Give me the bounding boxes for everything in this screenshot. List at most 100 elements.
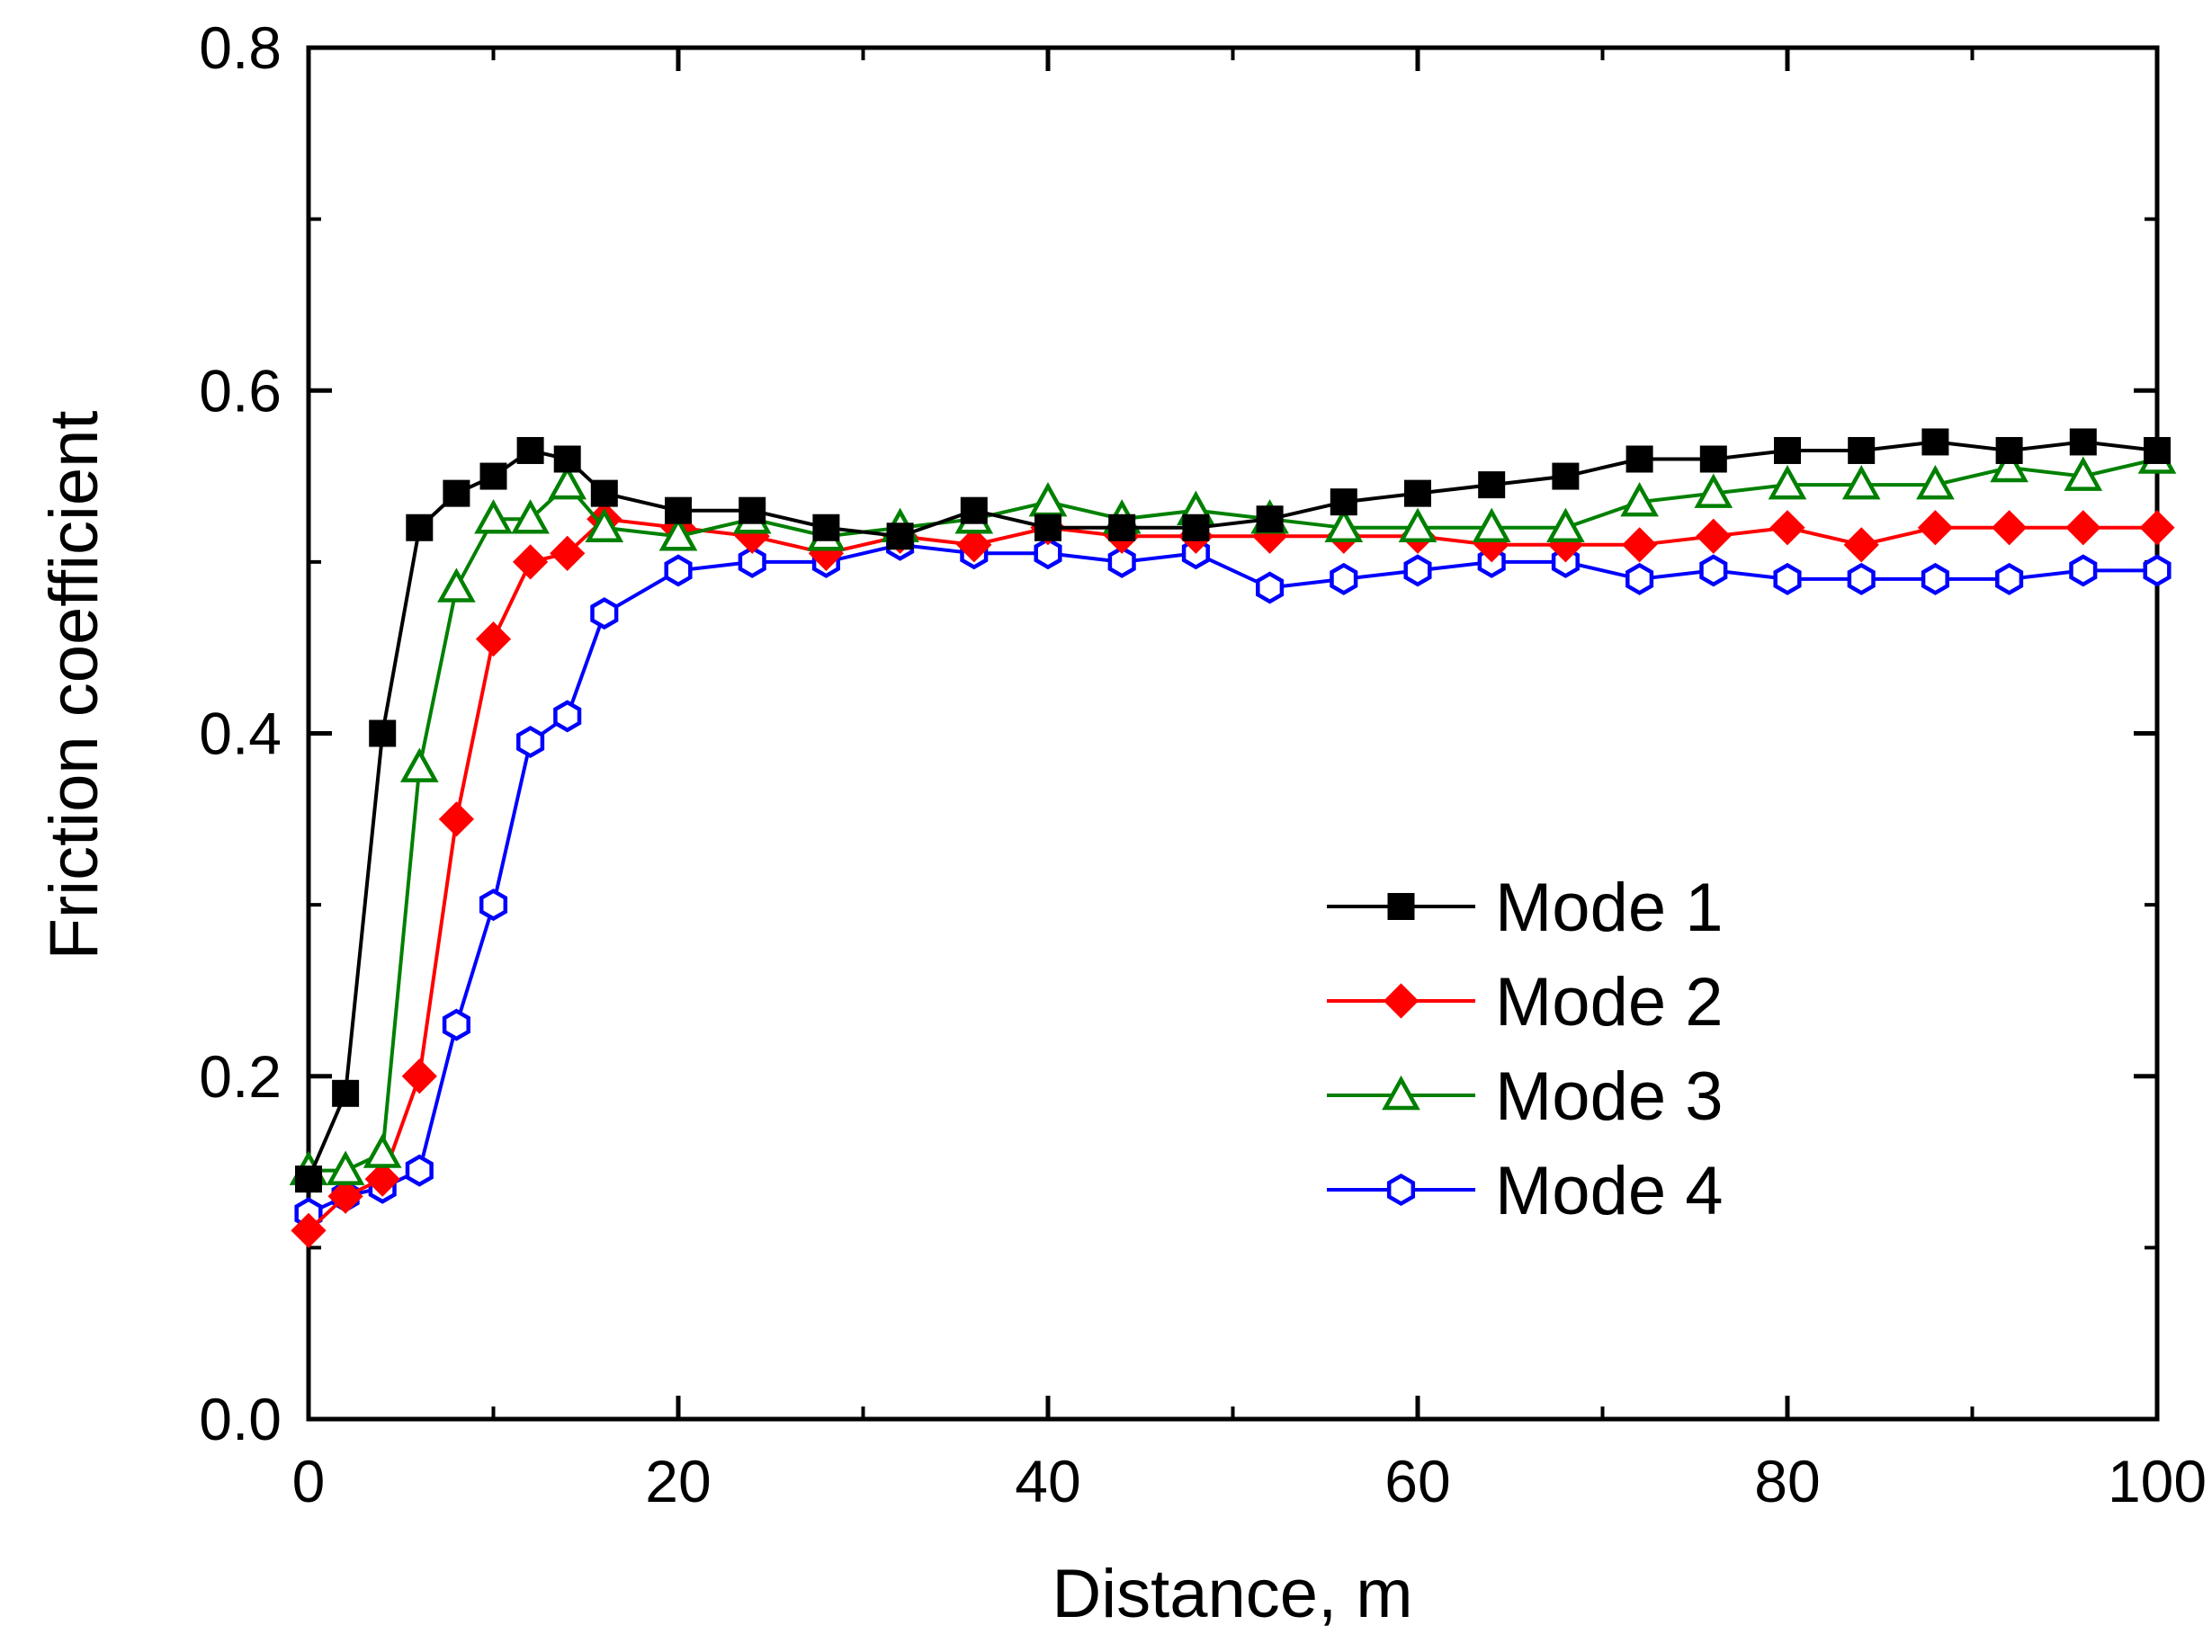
data-point [1620,482,1659,517]
data-point [511,499,550,534]
legend-item: Mode 2 [1327,964,1724,1040]
data-point [326,1150,365,1185]
data-point [1848,436,1876,464]
data-point [442,1008,470,1041]
data-point [1182,513,1210,541]
data-point [479,889,508,922]
data-point [1921,428,1949,456]
data-point [585,507,624,542]
data-point [406,513,434,541]
legend-label: Mode 1 [1495,870,1724,946]
data-point [438,801,475,837]
data-point [1847,562,1876,595]
x-axis-title: Distance, m [1052,1556,1412,1632]
data-point [886,522,914,550]
data-point [2069,554,2098,587]
data-point [399,747,439,782]
data-point [1324,507,1364,542]
legend-marker [1387,893,1415,920]
data-point [1625,562,1654,595]
data-point [1917,510,1954,546]
legend-label: Mode 3 [1495,1058,1724,1135]
series-layer [289,428,2177,1248]
x-tick-label: 40 [1015,1448,1080,1514]
data-point [1034,513,1061,541]
y-axis-title: Friction coefficient [36,410,112,960]
x-tick-label: 20 [645,1448,711,1514]
data-point [2144,436,2171,464]
data-point [1107,545,1136,578]
data-point [474,499,513,534]
data-point [1990,447,2028,483]
data-point [1773,562,1802,595]
data-point [363,1133,402,1168]
data-point [1774,436,1801,464]
data-point [1769,510,1805,546]
legend-label: Mode 2 [1495,964,1724,1040]
data-point [1256,505,1284,533]
legend-item: Mode 4 [1327,1153,1724,1229]
data-point [550,535,586,571]
data-point [1472,507,1511,542]
data-point [1552,462,1580,490]
data-point [1768,464,1807,500]
data-point [1921,562,1949,595]
data-point [1621,527,1658,563]
data-point [516,726,545,758]
x-tick-label: 100 [2108,1448,2207,1514]
legend-item: Mode 1 [1327,870,1724,946]
data-point [553,445,581,473]
data-point [1398,507,1437,542]
y-tick-label: 0.4 [199,701,282,767]
tick-layer: 0 20 40 60 80 100 0.0 0.2 0.4 0.6 0.8 [199,14,2207,1514]
data-point [812,513,840,541]
data-point [548,464,587,500]
data-point [1034,537,1062,570]
data-point [1991,510,2028,546]
data-point [2143,554,2172,587]
data-point [327,1178,363,1214]
data-point [332,1079,360,1107]
series-mode-4 [294,528,2172,1230]
data-point [2069,428,2097,456]
data-point [437,567,476,603]
legend-label: Mode 4 [1495,1153,1724,1229]
legend-marker [1383,983,1419,1019]
data-point [369,719,397,747]
data-point [658,516,698,551]
data-point [1256,571,1285,604]
data-point [1108,513,1136,541]
data-point [553,700,582,733]
legend-marker [1382,1075,1420,1111]
data-point [1841,464,1881,500]
legend: Mode 1 Mode 2 Mode 3 Mode 4 [1327,870,1724,1229]
y-tick-label: 0.6 [199,357,282,424]
x-tick-label: 60 [1384,1448,1450,1514]
data-point [512,544,549,580]
y-tick-label: 0.8 [199,14,282,81]
x-tick-label: 80 [1754,1448,1820,1514]
data-point [1403,554,1432,587]
series-mode-1 [295,428,2171,1193]
data-point [1546,507,1585,542]
y-tick-label: 0.2 [199,1043,282,1110]
data-point [475,621,512,657]
data-point [1916,464,1955,500]
data-point [590,479,618,507]
data-point [1478,471,1506,499]
data-point [2065,510,2101,546]
data-point [295,1165,322,1193]
data-point [1625,445,1653,473]
data-point [960,496,988,524]
data-point [1696,518,1732,554]
data-point [479,462,507,490]
data-point [739,496,766,524]
data-point [516,436,544,464]
y-tick-label: 0.0 [199,1386,282,1452]
data-point [1699,445,1727,473]
x-tick-label: 0 [292,1448,326,1514]
data-point [2139,510,2175,546]
